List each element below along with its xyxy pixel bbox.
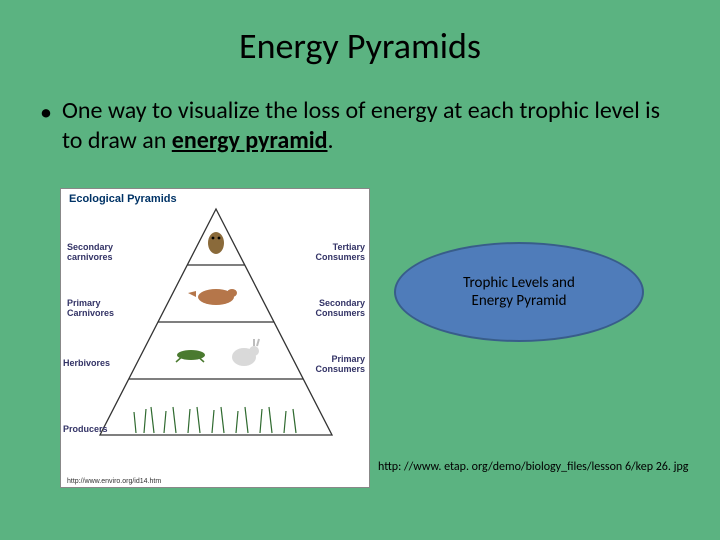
diagram-heading: Ecological Pyramids [61, 189, 369, 205]
pyramid-diagram: Ecological Pyramids [60, 188, 370, 488]
bullet-list: • One way to visualize the loss of energ… [0, 68, 720, 156]
label-secondary-consumers: SecondaryConsumers [315, 299, 365, 319]
label-primary-consumers: PrimaryConsumers [315, 355, 365, 375]
label-primary-carnivores: PrimaryCarnivores [67, 299, 114, 319]
slide: Energy Pyramids • One way to visualize t… [0, 0, 720, 540]
label-producers: Producers [63, 425, 108, 435]
label-secondary-carnivores: Secondarycarnivores [67, 243, 113, 263]
bullet-item: • One way to visualize the loss of energ… [40, 96, 680, 156]
label-herbivores: Herbivores [63, 359, 110, 369]
slide-title: Energy Pyramids [0, 0, 720, 68]
image-source-url: http: //www. etap. org/demo/biology_file… [378, 460, 688, 474]
bullet-text: One way to visualize the loss of energy … [62, 96, 680, 156]
bullet-marker: • [40, 98, 52, 128]
diagram-source-url: http://www.enviro.org/id14.htm [67, 478, 161, 485]
callout-text: Trophic Levels and Energy Pyramid [463, 274, 575, 310]
pyramid-shape [96, 207, 336, 439]
pyramid-container: Secondarycarnivores TertiaryConsumers Pr… [61, 207, 371, 467]
callout-oval: Trophic Levels and Energy Pyramid [394, 242, 644, 342]
label-tertiary-consumers: TertiaryConsumers [315, 243, 365, 263]
